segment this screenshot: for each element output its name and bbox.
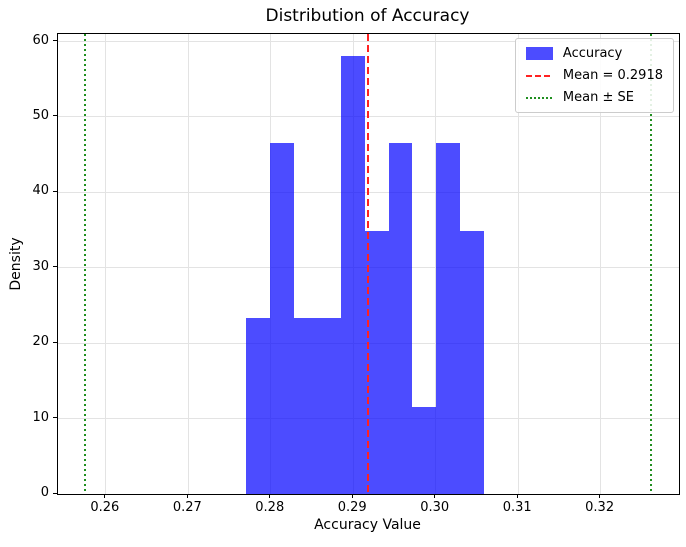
y-tick: [52, 492, 57, 494]
x-tick: [599, 494, 601, 498]
y-tick: [52, 417, 57, 419]
legend-swatch-dash-icon: [525, 74, 553, 77]
histogram-bar: [388, 143, 413, 494]
histogram-bar: [459, 230, 484, 494]
histogram-bar: [317, 318, 342, 494]
x-gridline: [187, 34, 189, 494]
y-tick-label: 30: [32, 258, 49, 274]
x-tick: [351, 494, 353, 498]
y-tick: [52, 190, 57, 192]
x-tick-label: 0.32: [585, 500, 615, 515]
se-lower-line: [84, 34, 87, 494]
y-tick: [52, 266, 57, 268]
y-tick-label: 0: [40, 485, 49, 500]
histogram-bar: [246, 318, 270, 494]
legend-row: Mean = 0.2918: [525, 68, 663, 83]
y-tick-label: 60: [32, 32, 49, 48]
x-tick-label: 0.30: [420, 500, 450, 515]
legend-label: Mean ± SE: [562, 90, 634, 105]
histogram-bar: [436, 143, 460, 494]
x-tick-label: 0.31: [502, 500, 532, 515]
x-tick: [516, 494, 518, 498]
se-upper-line: [649, 34, 652, 494]
y-tick-label: 40: [32, 183, 49, 199]
x-gridline: [600, 34, 602, 494]
x-axis-label: Accuracy Value: [314, 517, 421, 533]
x-tick-label: 0.29: [337, 500, 367, 515]
x-tick-label: 0.28: [255, 500, 285, 515]
histogram-bar: [412, 406, 437, 494]
x-tick: [186, 494, 188, 498]
x-gridline: [435, 34, 437, 494]
legend-row: Mean ± SE: [525, 90, 663, 105]
x-gridline: [105, 34, 107, 494]
legend: Accuracy Mean = 0.2918 Mean ± SE: [514, 38, 674, 113]
y-tick: [52, 341, 57, 343]
histogram-bar: [293, 318, 318, 494]
legend-swatch-dot-icon: [525, 96, 553, 99]
y-tick-label: 20: [32, 334, 49, 350]
legend-label: Accuracy: [562, 46, 623, 61]
x-tick-label: 0.27: [172, 500, 202, 515]
legend-label: Mean = 0.2918: [562, 68, 663, 83]
mean-line: [367, 34, 370, 494]
y-tick-label: 50: [32, 107, 49, 123]
chart-title: Distribution of Accuracy: [265, 6, 470, 26]
legend-row: Accuracy: [525, 46, 663, 61]
histogram-bar: [364, 230, 389, 494]
x-tick-label: 0.26: [90, 500, 120, 515]
histogram-bar: [341, 55, 365, 494]
y-tick: [52, 115, 57, 117]
x-tick: [269, 494, 271, 498]
x-tick: [104, 494, 106, 498]
y-tick: [52, 40, 57, 42]
legend-swatch-patch-icon: [525, 47, 553, 60]
histogram-bar: [269, 143, 294, 494]
x-gridline: [517, 34, 519, 494]
x-tick: [434, 494, 436, 498]
y-tick-label: 10: [32, 409, 49, 425]
